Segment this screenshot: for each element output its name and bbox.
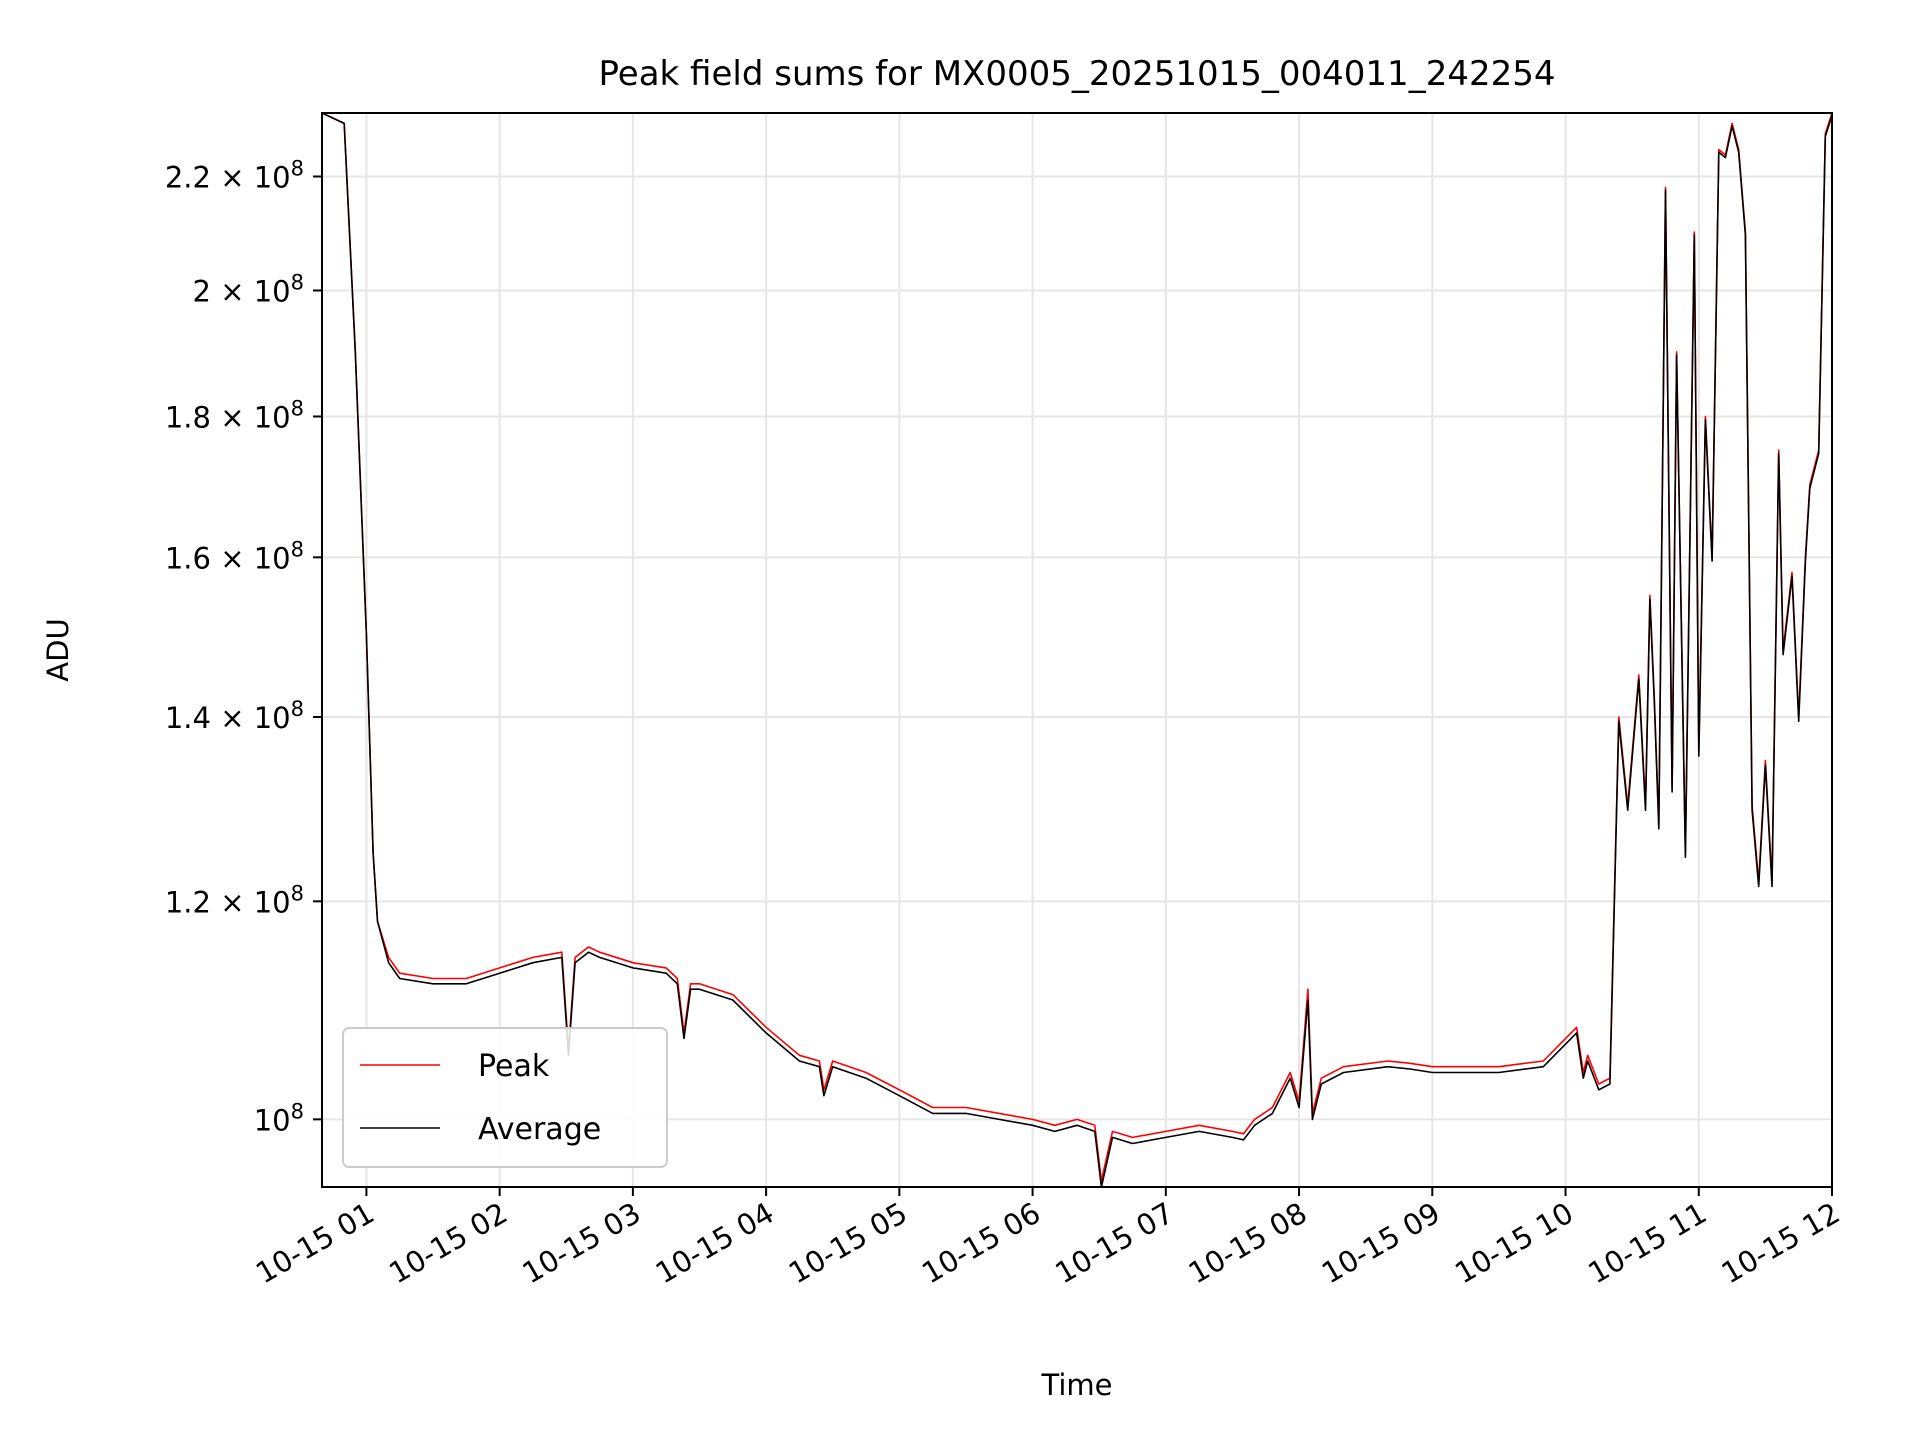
plot-area — [322, 113, 1832, 1187]
y-tick-label: 1.8 × 108 — [165, 396, 304, 434]
series-layer — [322, 113, 1832, 1187]
legend: Peak Average — [342, 1027, 668, 1168]
y-axis: 108 1.2 × 108 1.4 × 108 1.6 × 108 1.8 × 108 2… — [165, 157, 322, 1137]
chart-title: Peak field sums for MX0005_20251015_0040… — [599, 54, 1556, 94]
legend-peak-label: Peak — [478, 1049, 550, 1084]
y-tick-label: 1.2 × 108 — [165, 881, 304, 919]
legend-average-label: Average — [478, 1112, 601, 1147]
y-tick-label: 1.6 × 108 — [165, 537, 304, 575]
grid — [322, 113, 1833, 1187]
legend-box — [342, 1027, 668, 1168]
x-axis-label: Time — [1041, 1368, 1113, 1402]
y-tick-label: 2.2 × 108 — [165, 157, 304, 195]
y-axis-label: ADU — [41, 618, 75, 681]
y-tick-label: 108 — [254, 1099, 304, 1137]
y-tick-label: 1.4 × 108 — [165, 697, 304, 735]
y-tick-label: 2 × 108 — [193, 270, 304, 308]
axes-frame — [321, 112, 1833, 1188]
series-line-average — [322, 113, 1832, 1187]
